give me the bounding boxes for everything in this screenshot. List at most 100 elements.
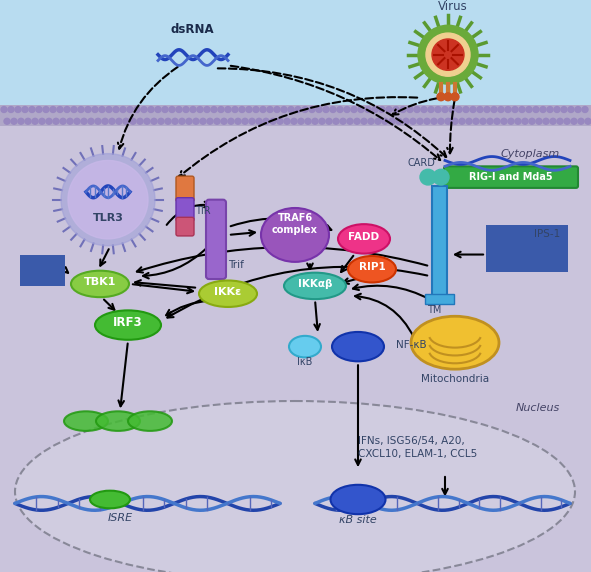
Circle shape [463, 106, 469, 113]
Circle shape [433, 169, 449, 185]
Text: RIP1: RIP1 [359, 262, 385, 272]
Circle shape [498, 106, 504, 113]
Circle shape [487, 118, 493, 124]
Text: IKKαβ: IKKαβ [298, 279, 332, 289]
Circle shape [130, 118, 136, 124]
Circle shape [421, 106, 427, 113]
Circle shape [578, 118, 584, 124]
Circle shape [351, 106, 357, 113]
Text: IRF3: IRF3 [113, 316, 143, 329]
Text: IKKε: IKKε [215, 287, 242, 297]
FancyBboxPatch shape [176, 176, 194, 201]
Circle shape [39, 118, 45, 124]
Text: CARD: CARD [408, 158, 436, 168]
Circle shape [232, 106, 238, 113]
Circle shape [418, 25, 478, 84]
Circle shape [92, 106, 98, 113]
Circle shape [295, 106, 301, 113]
Circle shape [442, 106, 448, 113]
Text: TBK1: TBK1 [84, 277, 116, 287]
Circle shape [85, 106, 91, 113]
Circle shape [459, 118, 465, 124]
Circle shape [470, 106, 476, 113]
Circle shape [501, 118, 507, 124]
Circle shape [270, 118, 276, 124]
Circle shape [571, 118, 577, 124]
Circle shape [428, 106, 434, 113]
Circle shape [491, 106, 497, 113]
Circle shape [228, 118, 234, 124]
Ellipse shape [96, 411, 140, 431]
Text: FADD: FADD [349, 232, 379, 242]
Circle shape [451, 93, 459, 101]
Circle shape [358, 106, 364, 113]
Ellipse shape [338, 224, 390, 253]
Circle shape [386, 106, 392, 113]
Circle shape [396, 118, 402, 124]
Circle shape [267, 106, 273, 113]
Ellipse shape [199, 280, 257, 307]
Circle shape [141, 106, 147, 113]
Text: IκB: IκB [297, 358, 313, 367]
Circle shape [477, 106, 483, 113]
Circle shape [253, 106, 259, 113]
Circle shape [186, 118, 192, 124]
Circle shape [8, 106, 14, 113]
Circle shape [449, 106, 455, 113]
Text: TIR: TIR [195, 206, 210, 216]
FancyBboxPatch shape [176, 217, 194, 236]
Circle shape [372, 106, 378, 113]
Circle shape [410, 118, 416, 124]
Bar [20, 255, 65, 286]
Circle shape [22, 106, 28, 113]
Circle shape [284, 118, 290, 124]
Circle shape [204, 106, 210, 113]
Circle shape [172, 118, 178, 124]
Ellipse shape [348, 256, 396, 283]
Circle shape [176, 106, 182, 113]
Circle shape [57, 106, 63, 113]
Circle shape [64, 106, 70, 113]
FancyBboxPatch shape [176, 198, 194, 221]
Ellipse shape [330, 485, 385, 514]
Circle shape [319, 118, 325, 124]
Circle shape [347, 118, 353, 124]
Circle shape [452, 118, 458, 124]
FancyBboxPatch shape [432, 186, 447, 299]
Circle shape [148, 106, 154, 113]
Circle shape [515, 118, 521, 124]
Circle shape [298, 118, 304, 124]
Ellipse shape [261, 208, 329, 262]
Circle shape [526, 106, 532, 113]
Bar [486, 225, 568, 272]
Text: RIG-I and Mda5: RIG-I and Mda5 [469, 172, 553, 182]
Circle shape [99, 106, 105, 113]
Text: Nucleus: Nucleus [516, 403, 560, 414]
Circle shape [543, 118, 549, 124]
Circle shape [25, 118, 31, 124]
Circle shape [547, 106, 553, 113]
Circle shape [288, 106, 294, 113]
Circle shape [312, 118, 318, 124]
Ellipse shape [95, 311, 161, 340]
Ellipse shape [284, 273, 346, 299]
Circle shape [368, 118, 374, 124]
Circle shape [456, 106, 462, 113]
Circle shape [68, 161, 148, 239]
Circle shape [281, 106, 287, 113]
Circle shape [214, 118, 220, 124]
Circle shape [568, 106, 574, 113]
Circle shape [165, 118, 171, 124]
Circle shape [400, 106, 406, 113]
Circle shape [575, 106, 581, 113]
Circle shape [333, 118, 339, 124]
Circle shape [424, 118, 430, 124]
Circle shape [113, 106, 119, 113]
Circle shape [432, 39, 464, 70]
Circle shape [50, 106, 56, 113]
Circle shape [445, 118, 451, 124]
Circle shape [379, 106, 385, 113]
Circle shape [123, 118, 129, 124]
Circle shape [340, 118, 346, 124]
Circle shape [444, 93, 452, 101]
